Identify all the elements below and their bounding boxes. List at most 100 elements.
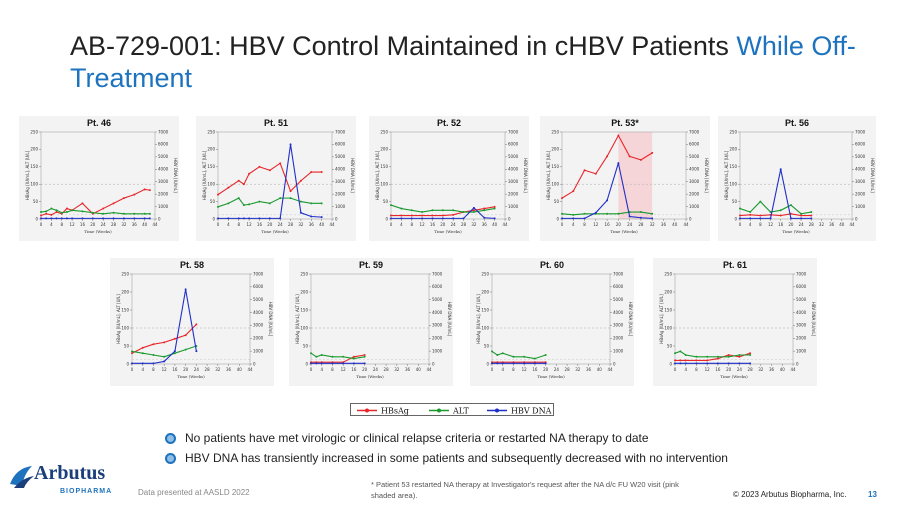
x-tick-label: 32 xyxy=(471,222,477,227)
x-tick-label: 36 xyxy=(482,222,488,227)
x-tick-label: 8 xyxy=(583,222,586,227)
data-point-dna xyxy=(152,362,155,365)
data-point-alt xyxy=(651,212,654,215)
y-right-tick-label: 4000 xyxy=(855,167,866,172)
data-point-dna xyxy=(462,217,465,220)
x-tick-label: 32 xyxy=(215,367,221,372)
y-right-tick-label: 6000 xyxy=(689,142,700,147)
series-line-hbsag xyxy=(739,213,812,217)
data-point-alt xyxy=(410,209,413,212)
data-point-hbsag xyxy=(810,214,813,217)
data-point-hbsag xyxy=(800,214,803,217)
chart-title: Pt. 53* xyxy=(611,118,639,128)
y-right-tick-label: 5000 xyxy=(613,297,624,302)
x-tick-label: 40 xyxy=(237,367,243,372)
bullet-dot-icon xyxy=(165,432,176,444)
y-right-tick-label: 3000 xyxy=(796,323,807,328)
y-left-tick-label: 150 xyxy=(551,164,559,169)
chart-panel-pt46: 0 50 100 150 200 250 0 1000 2000 3000 4000 5000 6000… xyxy=(19,116,179,241)
plot-frame xyxy=(739,131,853,220)
series-line-hbsag xyxy=(217,162,322,196)
y-left-tick-label: 0 xyxy=(556,216,559,221)
data-point-dna xyxy=(441,217,444,220)
x-tick-label: 40 xyxy=(142,222,148,227)
legend-label-dna: HBV DNA xyxy=(511,407,552,416)
data-point-alt xyxy=(749,354,752,356)
x-tick-label: 16 xyxy=(778,222,784,227)
data-point-alt xyxy=(523,355,526,358)
data-point-dna xyxy=(40,217,42,220)
y-left-axis-label: HBsAg [IU/mL], ALT [U/L] xyxy=(724,150,729,200)
x-tick-label: 12 xyxy=(522,367,528,372)
chart-title: Pt. 59 xyxy=(358,260,383,270)
y-left-tick-label: 150 xyxy=(380,164,388,169)
data-point-dna xyxy=(452,217,455,220)
y-left-axis-label: HBsAg [IU/mL], ALT [U/L] xyxy=(25,150,30,200)
data-point-alt xyxy=(289,197,292,200)
y-right-tick-label: 6000 xyxy=(508,142,519,147)
data-point-dna xyxy=(310,362,312,365)
y-left-tick-label: 150 xyxy=(729,164,737,169)
x-tick-label: 28 xyxy=(638,222,644,227)
data-point-hbsag xyxy=(163,341,166,344)
data-point-dna xyxy=(749,362,752,365)
plot-frame xyxy=(40,131,156,220)
data-point-dna xyxy=(71,217,74,220)
y-left-tick-label: 200 xyxy=(664,289,672,294)
data-point-dna xyxy=(315,362,318,365)
x-tick-label: 24 xyxy=(554,367,560,372)
data-point-hbsag xyxy=(40,214,42,217)
x-tick-label: 20 xyxy=(440,222,446,227)
plot-frame xyxy=(561,131,687,220)
x-tick-label: 8 xyxy=(60,222,63,227)
data-point-hbsag xyxy=(143,188,146,191)
y-left-tick-label: 200 xyxy=(300,289,308,294)
y-right-tick-label: 0 xyxy=(855,216,858,221)
y-left-tick-label: 200 xyxy=(121,289,129,294)
data-point-hbsag xyxy=(583,169,586,172)
x-axis-label: Time (Weeks) xyxy=(177,374,205,379)
y-right-tick-label: 5000 xyxy=(158,154,169,159)
data-point-hbsag xyxy=(141,346,144,349)
data-point-hbsag xyxy=(706,359,709,362)
legend-label-hbsag: HBsAg xyxy=(381,407,409,416)
x-tick-label: 20 xyxy=(726,367,732,372)
legend-marker-hbsag xyxy=(365,408,369,413)
y-left-tick-label: 150 xyxy=(30,164,38,169)
x-tick-label: 20 xyxy=(362,367,368,372)
plot-frame xyxy=(131,273,251,365)
y-right-axis-label: HBV DNA [IU/mL] xyxy=(811,302,816,337)
series-line-dna xyxy=(218,144,322,219)
y-left-tick-label: 50 xyxy=(732,199,738,204)
x-tick-label: 16 xyxy=(351,367,357,372)
data-point-hbsag xyxy=(390,214,392,217)
y-left-tick-label: 250 xyxy=(207,129,215,134)
data-point-alt xyxy=(462,211,465,214)
data-point-alt xyxy=(779,209,782,212)
data-point-alt xyxy=(352,357,355,360)
data-point-dna xyxy=(483,216,486,219)
data-point-dna xyxy=(65,217,68,220)
chart-legend: HBsAg ALT HBV DNA xyxy=(350,403,554,416)
data-point-dna xyxy=(400,217,403,220)
y-right-axis-label: HBV DNA [IU/mL] xyxy=(523,158,528,193)
x-tick-label: 44 xyxy=(247,367,253,372)
data-point-alt xyxy=(572,213,575,216)
data-point-dna xyxy=(45,217,48,220)
data-point-hbsag xyxy=(695,359,698,362)
y-right-tick-label: 5000 xyxy=(796,297,807,302)
data-point-alt xyxy=(320,354,323,356)
data-point-dna xyxy=(493,217,496,220)
data-point-hbsag xyxy=(679,359,682,362)
data-point-hbsag xyxy=(749,213,752,216)
y-right-tick-label: 1000 xyxy=(613,348,624,353)
data-point-alt xyxy=(310,352,312,355)
data-point-alt xyxy=(320,202,323,205)
data-point-hbsag xyxy=(227,186,230,189)
y-left-axis-label: HBsAg [IU/mL], ALT [U/L] xyxy=(546,150,551,200)
y-right-tick-label: 1000 xyxy=(508,204,519,209)
data-point-alt xyxy=(148,212,151,215)
data-point-dna xyxy=(289,143,292,146)
data-point-alt xyxy=(279,197,282,200)
data-point-alt xyxy=(496,354,499,356)
